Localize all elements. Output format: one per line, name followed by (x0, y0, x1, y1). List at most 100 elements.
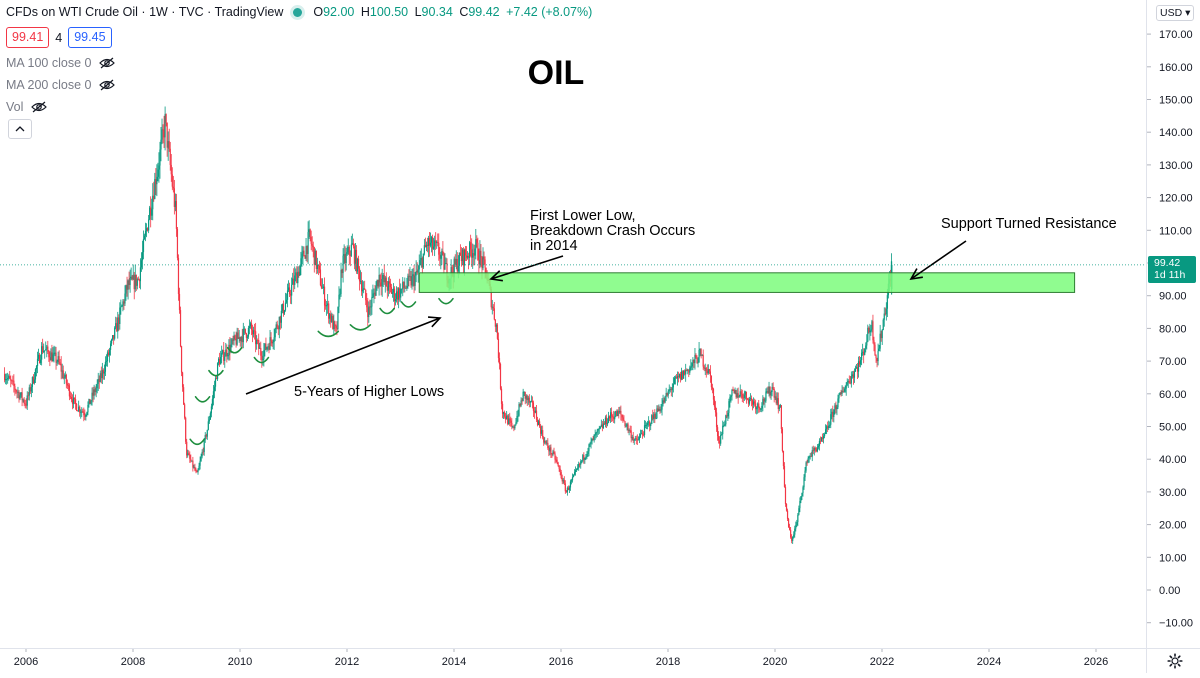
candle-body (200, 456, 202, 461)
candle-body (662, 400, 664, 405)
candle-body (652, 415, 654, 419)
candle-body (143, 235, 146, 240)
gear-icon[interactable] (1167, 653, 1183, 669)
candle-body (350, 244, 352, 256)
indicator-ma200[interactable]: MA 200 close 0 (6, 78, 116, 92)
candle-body (748, 398, 751, 404)
candle-body (669, 389, 671, 391)
candle-body (394, 299, 397, 302)
candle-body (454, 258, 456, 265)
time-scale[interactable]: 2006 2008 2010 2012 2014 2016 2018 2020 2022 2024… (0, 648, 1146, 673)
candle-body (885, 308, 887, 315)
candle-body (525, 395, 527, 399)
candle-body (51, 352, 53, 362)
eye-hidden-icon[interactable] (99, 57, 116, 69)
candle-body (40, 359, 42, 363)
candle-body (153, 195, 155, 199)
candle-body (784, 486, 787, 504)
candle-body (230, 344, 232, 352)
candle-body (477, 242, 479, 260)
candle-body (271, 340, 273, 344)
candle-body (251, 329, 254, 335)
candle-body (192, 460, 194, 468)
candle-body (389, 283, 392, 288)
candle-body (516, 416, 518, 423)
candle-body (609, 412, 612, 419)
candle-body (406, 286, 408, 288)
candle-body (421, 257, 423, 268)
indicator-volume[interactable]: Vol (6, 100, 48, 114)
candle-body (682, 371, 684, 379)
indicator-ma100[interactable]: MA 100 close 0 (6, 56, 116, 70)
candle-body (341, 269, 343, 274)
candle-body (697, 362, 699, 364)
time-axis: 2006 2008 2010 2012 2014 2016 2018 2020 2022 2024… (14, 649, 1108, 668)
candle-body (724, 424, 726, 426)
candle-body (86, 412, 88, 415)
candle-body (587, 451, 589, 454)
price-tick-label: 160.00 (1159, 62, 1193, 74)
candle-body (397, 291, 399, 300)
candle-body (264, 343, 266, 351)
candle-body (155, 178, 157, 185)
candle-body (728, 401, 730, 413)
chart-area[interactable]: OIL 5-Years of Higher Lows First Lower Low… (0, 0, 1146, 648)
support-resistance-zone[interactable] (418, 272, 1076, 293)
price-chart[interactable]: OIL 5-Years of Higher Lows First Lower Low… (0, 0, 1146, 648)
candle-body (879, 333, 881, 349)
candle-body (595, 432, 597, 435)
candle-body (794, 528, 796, 535)
candle-body (248, 326, 251, 328)
candle-body (686, 370, 688, 371)
candle-body (8, 376, 10, 378)
candle-body (666, 392, 668, 396)
candle-body (598, 428, 600, 430)
candle-body (250, 323, 253, 330)
eye-hidden-icon[interactable] (99, 79, 116, 91)
candle-body (429, 242, 432, 246)
candle-body (343, 254, 345, 256)
candle-body (588, 444, 590, 452)
candle-body (542, 430, 544, 438)
candle-body (315, 250, 317, 270)
candle-body (364, 288, 366, 290)
candle-body (334, 321, 336, 326)
candle-body (496, 324, 499, 339)
candle-body (101, 370, 103, 379)
candle-body (108, 349, 111, 356)
candle-body (620, 410, 622, 415)
candle-body (92, 392, 94, 396)
currency-selector[interactable]: USD ▾ (1156, 5, 1195, 21)
time-tick-label: 2026 (1084, 656, 1108, 668)
candle-body (514, 424, 516, 429)
candle-body (705, 368, 707, 371)
candle-body (672, 383, 674, 388)
symbol-title[interactable]: CFDs on WTI Crude Oil · 1W · TVC · Tradi… (6, 5, 284, 19)
candle-body (551, 453, 553, 455)
candle-body (562, 479, 564, 482)
price-tick-label: 170.00 (1159, 29, 1193, 41)
price-tick-label: 110.00 (1159, 225, 1192, 237)
candle-body (850, 376, 852, 384)
collapse-legend-button[interactable] (8, 119, 32, 139)
candle-body (751, 400, 754, 405)
candle-body (466, 255, 469, 258)
candle-body (11, 380, 13, 382)
candle-body (701, 354, 703, 356)
candle-body (178, 293, 181, 311)
candle-body (795, 525, 797, 529)
ask-button[interactable]: 99.45 (68, 27, 112, 48)
candle-body (694, 354, 696, 364)
price-scale[interactable]: 170.00 160.00 150.00 140.00 130.00 120.00 110.… (1146, 0, 1200, 648)
candle-body (357, 258, 360, 269)
candle-body (303, 250, 305, 257)
candle-body (585, 456, 587, 458)
eye-hidden-icon[interactable] (31, 101, 48, 113)
candle-body (376, 280, 378, 287)
candle-body (539, 421, 541, 427)
bid-button[interactable]: 99.41 (6, 27, 50, 48)
candle-body (544, 441, 546, 443)
candle-body (764, 400, 766, 402)
candle-body (806, 462, 808, 464)
candle-body (354, 249, 357, 264)
